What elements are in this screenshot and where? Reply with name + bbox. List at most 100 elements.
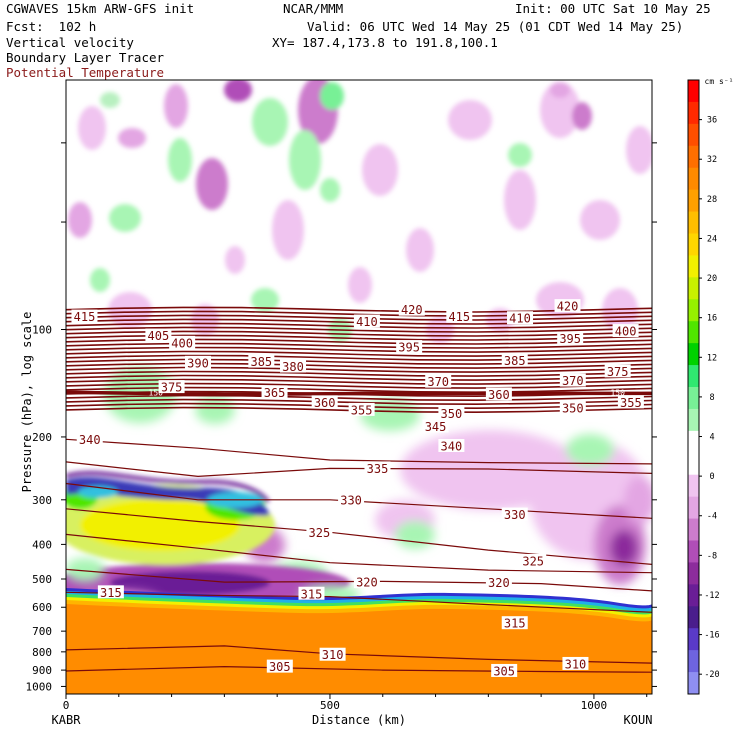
theta-label-backdrop xyxy=(617,395,644,409)
upward-cell xyxy=(90,268,110,292)
endpoint-left-label: KABR xyxy=(52,713,82,727)
terrain-surface xyxy=(66,683,652,694)
upward-cell xyxy=(168,138,192,182)
header-valid: Valid: 06 UTC Wed 14 May 25 (01 CDT Wed … xyxy=(307,19,684,34)
theta-label: 360 xyxy=(314,396,336,410)
colorbar-swatch xyxy=(688,233,699,256)
colorbar-swatch xyxy=(688,101,699,125)
theta-label-backdrop xyxy=(311,395,338,409)
y-tick-label: 600 xyxy=(32,601,52,614)
theta-label-backdrop xyxy=(425,374,452,388)
y-tick-label: 1000 xyxy=(26,680,53,693)
theta-label-backdrop xyxy=(248,354,275,368)
downward-cell xyxy=(272,200,304,260)
theta-label-backdrop xyxy=(348,402,375,416)
colorbar-swatch xyxy=(688,321,699,344)
theta-label-backdrop xyxy=(438,406,465,420)
theta-label-backdrop xyxy=(76,432,103,446)
theta-label: 390 xyxy=(187,356,209,370)
colorbar-swatch xyxy=(688,650,699,673)
theta-label-backdrop xyxy=(158,380,185,394)
downward-cell xyxy=(348,267,372,303)
colorbar-swatch xyxy=(688,277,699,300)
y-tick-label: 800 xyxy=(32,646,52,659)
theta-contour-line xyxy=(66,310,652,317)
colorbar-label: -20 xyxy=(704,670,719,680)
theta-label-backdrop xyxy=(169,335,196,349)
colorbar-swatch xyxy=(688,430,699,454)
header-field-potential-temperature: Potential Temperature xyxy=(6,65,165,80)
theta-label-backdrop xyxy=(501,507,528,521)
theta-label-backdrop xyxy=(319,647,346,661)
header-field-vertical-velocity: Vertical velocity xyxy=(6,35,134,50)
theta-contour-line xyxy=(66,354,652,361)
downward-cell xyxy=(68,202,92,238)
theta-contour-line xyxy=(66,378,652,385)
colorbar-label: 12 xyxy=(707,353,717,363)
colorbar-swatch xyxy=(688,387,699,410)
theta-contour-line xyxy=(66,362,652,369)
theta-label: 340 xyxy=(79,433,101,447)
theta-contour-line xyxy=(66,665,652,673)
colorbar-swatch xyxy=(688,518,699,541)
theta-label-backdrop xyxy=(261,385,288,399)
colorbar-swatch xyxy=(688,496,699,519)
theta-label-backdrop xyxy=(507,311,534,325)
downward-cell xyxy=(406,228,434,272)
theta-contour-line xyxy=(66,326,652,333)
theta-label-backdrop xyxy=(612,324,639,338)
colorbar-label: -12 xyxy=(704,591,719,601)
colorbar-swatch xyxy=(688,628,699,651)
theta-label: 310 xyxy=(565,657,587,671)
colorbar-swatch xyxy=(688,167,699,191)
colorbar-swatch xyxy=(688,606,699,629)
downward-cell xyxy=(540,82,580,138)
downward-band-core xyxy=(110,571,270,595)
theta-label: 355 xyxy=(620,396,642,410)
theta-label-backdrop xyxy=(145,328,172,342)
theta-label-backdrop xyxy=(71,309,98,323)
theta-label: 345 xyxy=(425,420,447,434)
theta-contour-line xyxy=(66,370,652,377)
theta-label: 370 xyxy=(562,374,584,388)
theta-label-backdrop xyxy=(306,525,333,539)
theta-label: 405 xyxy=(148,329,170,343)
theta-label: 335 xyxy=(367,462,389,476)
theta-contour-line xyxy=(66,394,652,402)
theta-label-backdrop xyxy=(562,656,589,670)
theta-label: 350 xyxy=(562,402,584,416)
colorbar-label: 28 xyxy=(707,195,717,205)
colorbar-label: 0 xyxy=(709,472,714,482)
theta-contour-line xyxy=(66,438,652,465)
x-axis-title: Distance (km) xyxy=(312,713,406,727)
theta-label-backdrop xyxy=(501,353,528,367)
y-axis-title: Pressure (hPa), log scale xyxy=(20,312,34,493)
theta-label: 375 xyxy=(161,381,183,395)
theta-label: 375 xyxy=(607,365,629,379)
theta-label: 340 xyxy=(441,439,463,453)
downward-cell xyxy=(225,246,245,274)
downward-cell xyxy=(164,84,188,128)
y-tick-label: 500 xyxy=(32,573,52,586)
upward-cell xyxy=(320,178,340,202)
tropopause-line xyxy=(66,390,652,397)
endpoint-right-label: KOUN xyxy=(624,713,653,727)
colorbar-swatch xyxy=(688,343,699,366)
mid-level-downward-core xyxy=(610,530,638,566)
colorbar-frame xyxy=(687,79,700,695)
theta-label-backdrop xyxy=(353,575,380,589)
theta-contour-line xyxy=(66,306,652,313)
mid-level-upward-region xyxy=(395,521,435,549)
theta-label: 385 xyxy=(504,354,526,368)
downward-cell xyxy=(196,158,228,210)
theta-contour-line xyxy=(66,342,652,349)
pv-label: 150 xyxy=(610,388,625,397)
theta-label: 400 xyxy=(615,325,637,339)
theta-label: 320 xyxy=(488,576,510,590)
theta-label-backdrop xyxy=(554,299,581,313)
colorbar-swatch xyxy=(688,672,699,695)
theta-label: 360 xyxy=(488,388,510,402)
colorbar-label: 8 xyxy=(709,393,714,403)
